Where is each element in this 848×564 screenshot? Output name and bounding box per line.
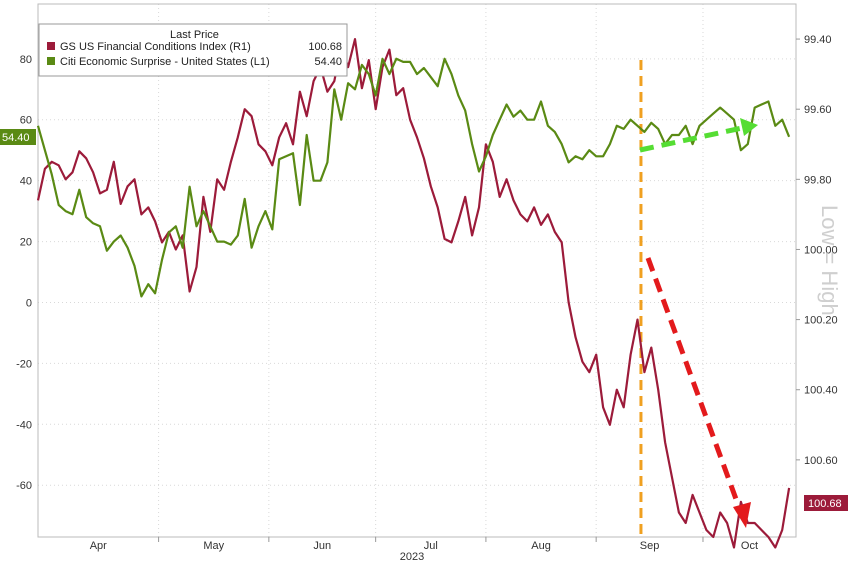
- legend-value-citi: 54.40: [314, 56, 342, 68]
- right-tick-label: 99.80: [804, 174, 832, 186]
- left-tick-label: -40: [16, 419, 32, 431]
- right-axis-side-label: Low = High: [817, 205, 842, 316]
- x-axis-year-label: 2023: [400, 551, 424, 563]
- legend: Last Price GS US Financial Conditions In…: [38, 23, 348, 77]
- left-tick-label: 80: [20, 54, 32, 66]
- x-tick-label: Sep: [640, 540, 660, 552]
- green-up-arrow-head: [740, 118, 758, 136]
- right-tick-label: 100.00: [804, 244, 838, 256]
- plot-border: [37, 3, 797, 538]
- left-tick-label: 20: [20, 237, 32, 249]
- x-tick-label: Oct: [741, 540, 758, 552]
- x-tick-label: Aug: [531, 540, 551, 552]
- left-tick-label: -60: [16, 480, 32, 492]
- x-axis-ticks: Apr May Jun Jul Aug Sep Oct: [90, 537, 758, 552]
- right-tick-label: 100.60: [804, 455, 838, 467]
- left-tick-label: -20: [16, 358, 32, 370]
- right-tick-label: 100.40: [804, 385, 838, 397]
- red-down-arrow-head: [733, 502, 751, 528]
- right-tick-label: 99.40: [804, 34, 832, 46]
- x-tick-label: May: [203, 540, 224, 552]
- green-up-arrow-shaft: [639, 125, 743, 153]
- series-lines: [36, 37, 791, 549]
- citi-economic-surprise-line: [36, 57, 791, 298]
- legend-label-gs: GS US Financial Conditions Index (R1): [60, 41, 251, 53]
- red-down-arrow-shaft: [645, 257, 743, 511]
- legend-value-gs: 100.68: [308, 41, 342, 53]
- trend-arrows: [639, 118, 758, 528]
- left-last-value-badge: 54.40: [0, 129, 36, 145]
- gridlines: [38, 4, 796, 537]
- right-last-value: 100.68: [808, 498, 842, 510]
- right-tick-label: 100.20: [804, 315, 838, 327]
- legend-swatch-gs: [47, 42, 55, 50]
- legend-swatch-citi: [47, 57, 55, 65]
- legend-label-citi: Citi Economic Surprise - United States (…: [60, 56, 270, 68]
- x-tick-label: Apr: [90, 540, 107, 552]
- x-tick-label: Jun: [313, 540, 331, 552]
- x-tick-label: Jul: [424, 540, 438, 552]
- left-tick-label: 0: [26, 297, 32, 309]
- gs-financial-conditions-line: [36, 37, 791, 549]
- right-tick-label: 99.60: [804, 104, 832, 116]
- right-last-value-badge: 100.68: [804, 495, 848, 511]
- left-tick-label: 40: [20, 176, 32, 188]
- left-last-value: 54.40: [2, 132, 30, 144]
- right-axis-ticks: 99.40 99.60 99.80 100.00 100.20 100.40 100.60: [796, 34, 838, 467]
- left-tick-label: 60: [20, 115, 32, 127]
- left-axis-ticks: 80 60 40 20 0 -20 -40 -60: [16, 54, 32, 492]
- legend-header: Last Price: [170, 29, 219, 41]
- plot-frame: [37, 3, 797, 538]
